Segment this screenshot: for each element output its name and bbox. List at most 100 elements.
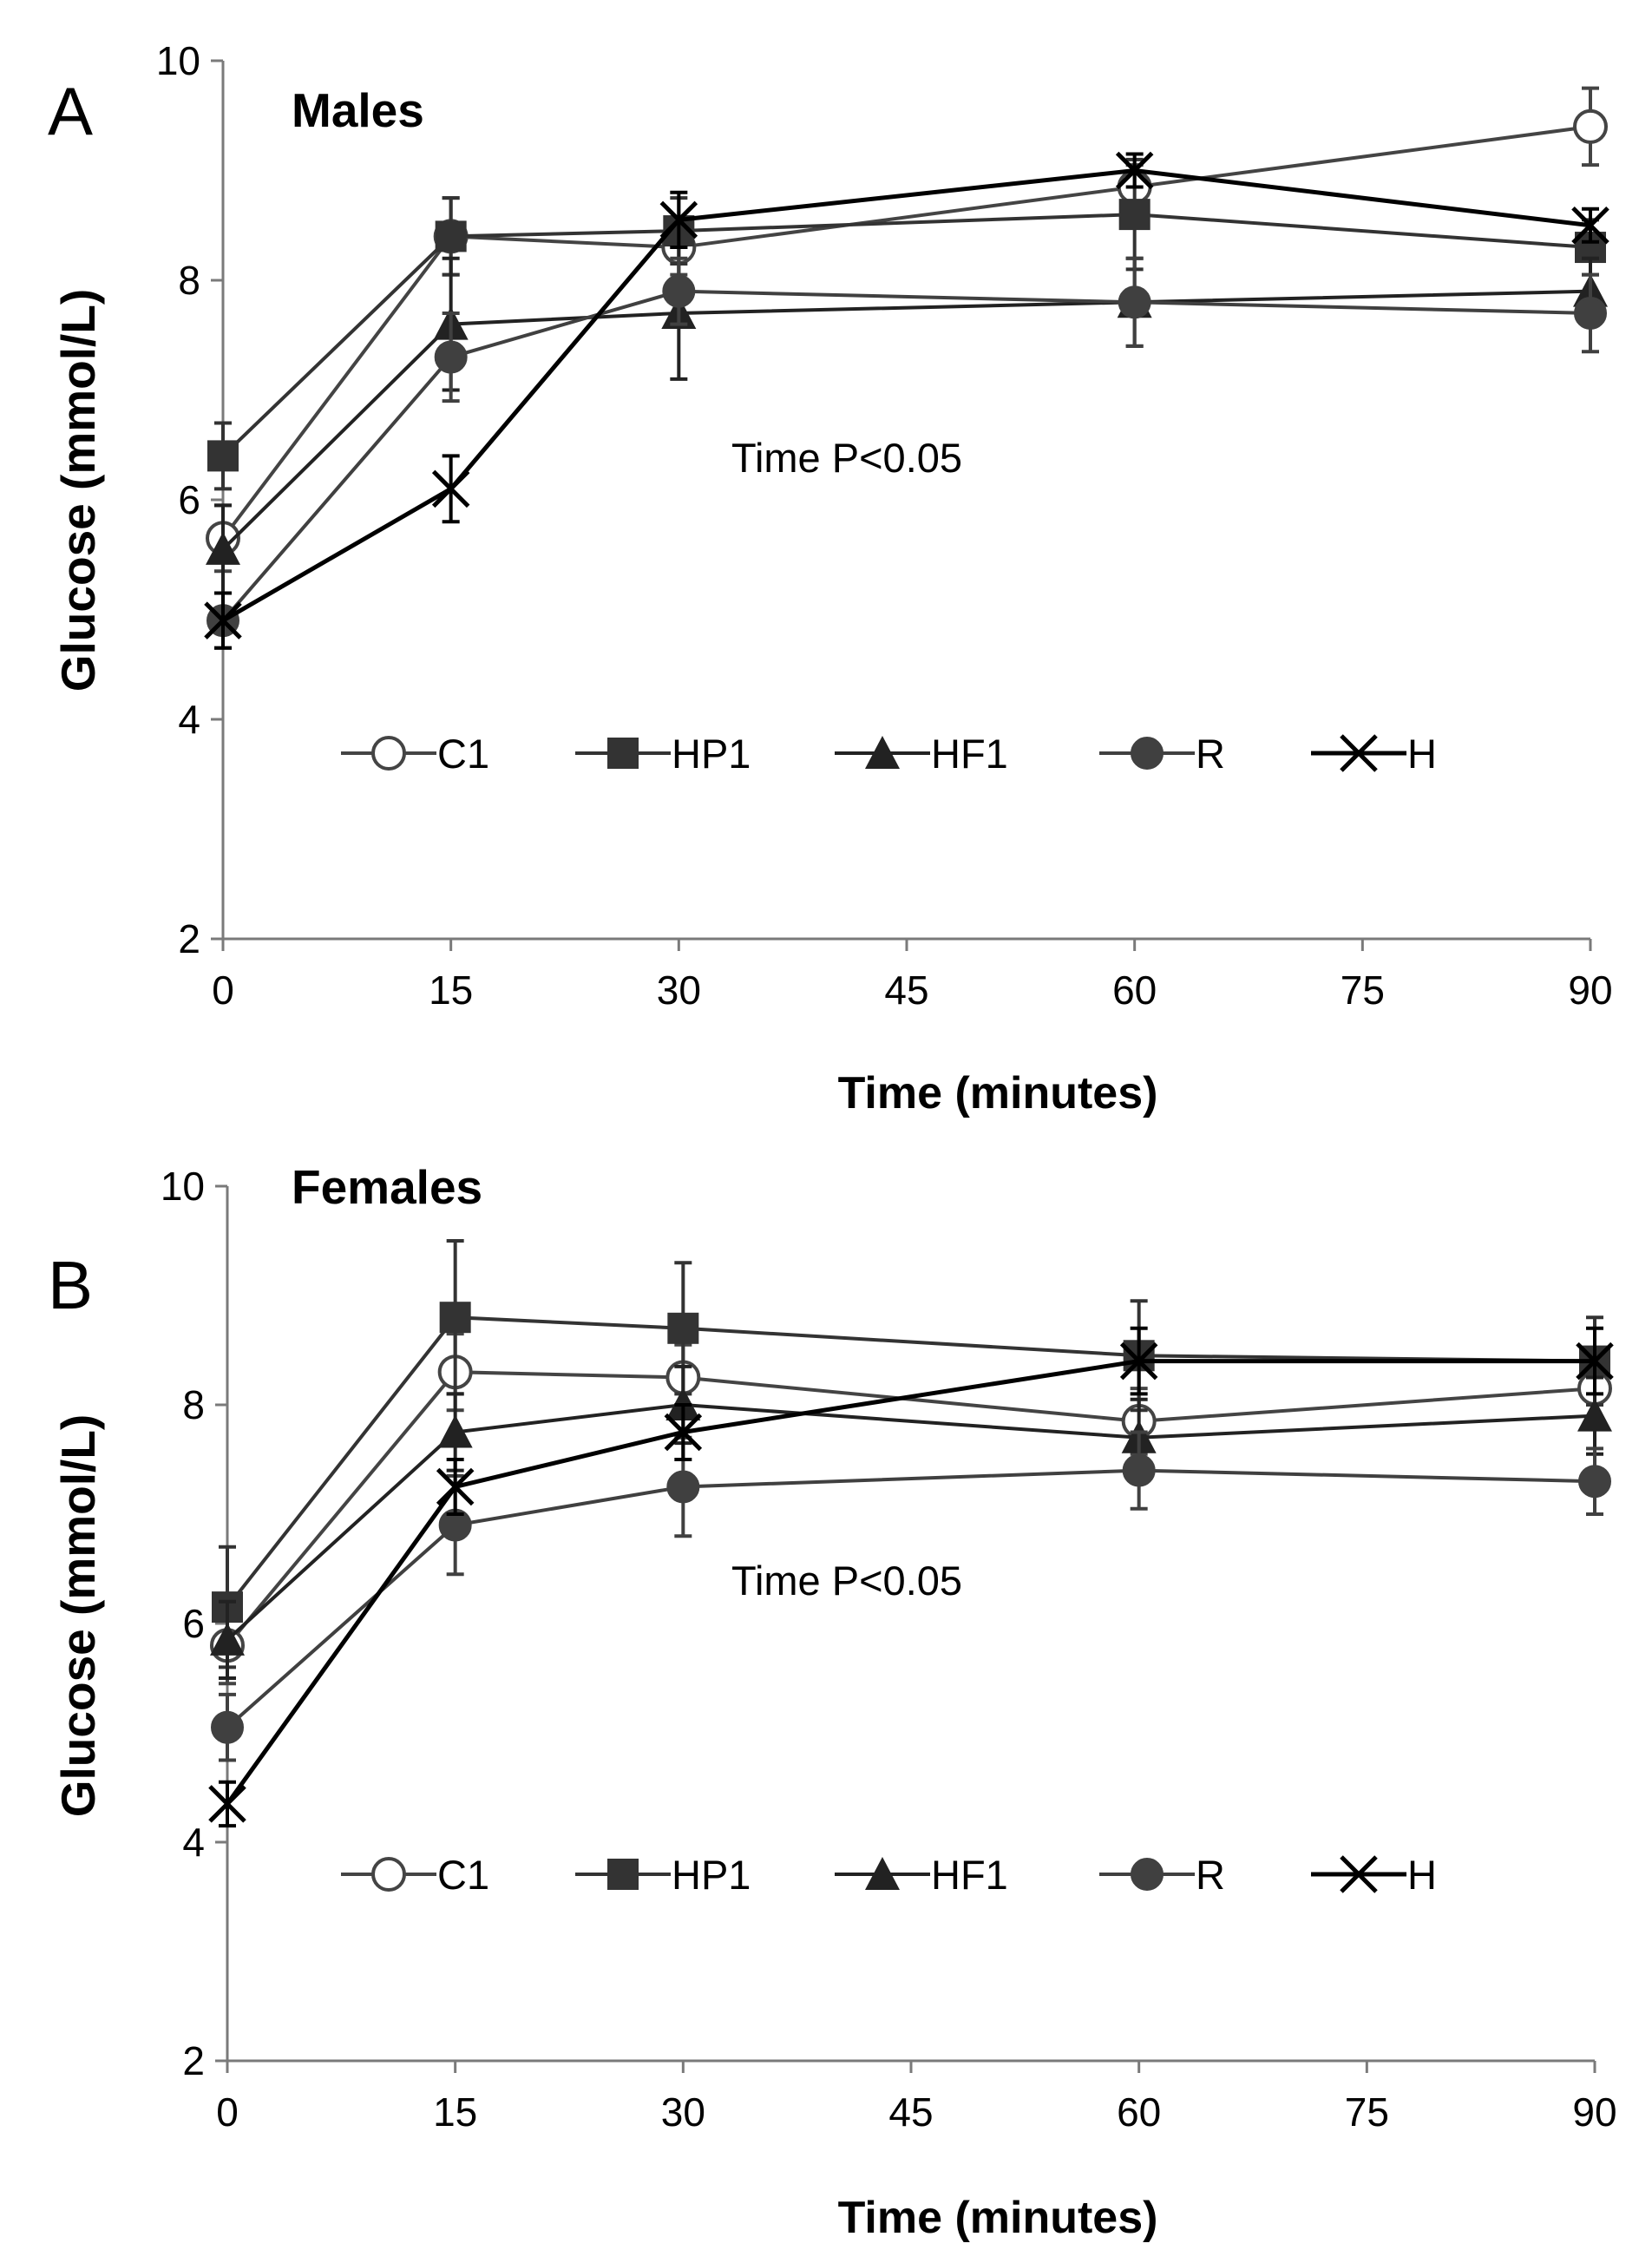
chart-males: 2 4 6 8 10 0 15 30 45 60 75 90 C1 HP1 HF1 R H	[156, 38, 1613, 1013]
x-tick-label: 30	[661, 2089, 705, 2135]
chart-title: Males	[292, 83, 424, 137]
chart-title: Females	[292, 1160, 483, 1214]
series-line	[226, 1402, 1596, 1642]
data-point	[437, 1414, 473, 1448]
data-point	[435, 220, 467, 253]
data-point	[211, 1710, 244, 1744]
legend-label: HF1	[931, 1852, 1008, 1898]
data-point	[204, 601, 242, 640]
marker-stroke	[1115, 151, 1154, 190]
data-point	[1577, 1398, 1612, 1432]
data-point	[439, 1302, 471, 1334]
y-tick-label: 10	[161, 1164, 205, 1209]
legend-marker	[865, 1857, 900, 1890]
y-tick-label: 8	[178, 258, 200, 303]
data-point	[1118, 199, 1150, 231]
data-point	[1119, 1341, 1158, 1381]
series-c1	[206, 86, 1608, 574]
legend-marker	[607, 738, 639, 769]
x-tick-label: 0	[216, 2089, 239, 2135]
data-point	[1571, 206, 1609, 245]
legend: C1 HP1 HF1 R H	[341, 1852, 1437, 1898]
data-point	[431, 469, 470, 508]
legend: C1 HP1 HF1 R H	[341, 731, 1437, 777]
marker-stroke	[1340, 1855, 1378, 1893]
legend-label: R	[1196, 1852, 1225, 1898]
legend-marker	[371, 736, 406, 771]
marker-stroke	[1571, 206, 1609, 245]
x-tick-label: 15	[433, 2089, 477, 2135]
x-tick-label: 60	[1112, 968, 1157, 1013]
data-point	[208, 1785, 246, 1823]
panel-letter: B	[48, 1247, 94, 1323]
data-point	[1115, 151, 1154, 190]
marker-stroke	[1119, 1341, 1158, 1381]
legend-item-hf1: HF1	[835, 1852, 1008, 1898]
y-tick-label: 2	[182, 2038, 205, 2083]
legend-label: HP1	[672, 1852, 751, 1898]
data-point	[1574, 296, 1607, 330]
series-h	[204, 151, 1609, 650]
x-axis-label: Time (minutes)	[837, 1068, 1158, 1118]
legend-label: H	[1407, 731, 1437, 777]
marker-stroke	[1576, 1341, 1614, 1381]
data-point	[434, 340, 468, 374]
data-point	[659, 200, 698, 239]
data-point	[667, 1312, 699, 1344]
panel-females: 2 4 6 8 10 0 15 30 45 60 75 90 C1 HP1 HF1 R H B Females …	[0, 1132, 1652, 2263]
series-hf1	[206, 246, 1608, 595]
legend-label: H	[1407, 1852, 1437, 1898]
legend-item-hp1: HP1	[575, 1852, 751, 1898]
legend-item-h: H	[1311, 1852, 1437, 1898]
data-point	[1118, 285, 1151, 319]
legend-label: R	[1196, 731, 1225, 777]
y-tick-label: 6	[178, 477, 200, 522]
legend-marker	[1340, 734, 1378, 772]
x-tick-label: 15	[429, 968, 473, 1013]
significance-annotation: Time P<0.05	[731, 435, 963, 481]
legend-marker	[607, 1859, 639, 1890]
data-point	[210, 1622, 245, 1656]
series-line	[221, 213, 1591, 457]
y-axis-label: Glucose (mmol/L)	[51, 288, 105, 692]
legend-marker	[371, 1857, 406, 1892]
legend-item-hf1: HF1	[835, 731, 1008, 777]
legend-item-r: R	[1099, 731, 1225, 777]
marker-stroke	[659, 200, 698, 239]
y-axis-label: Glucose (mmol/L)	[51, 1414, 105, 1818]
legend-item-hp1: HP1	[575, 731, 751, 777]
series-line	[221, 289, 1591, 551]
y-tick-label: 10	[156, 38, 200, 83]
legend-label: C1	[437, 731, 489, 777]
marker-stroke	[436, 1467, 475, 1506]
y-tick-label: 2	[178, 916, 200, 961]
legend-label: C1	[437, 1852, 489, 1898]
series-h	[208, 1326, 1614, 1828]
significance-annotation: Time P<0.05	[731, 1558, 963, 1604]
chart-females: 2 4 6 8 10 0 15 30 45 60 75 90 C1 HP1 HF1 R H	[161, 1164, 1617, 2135]
x-tick-label: 45	[884, 968, 928, 1013]
marker-stroke	[664, 1413, 703, 1452]
x-tick-label: 90	[1568, 968, 1612, 1013]
y-tick-label: 4	[178, 697, 200, 742]
data-point	[1576, 1341, 1614, 1381]
legend-marker	[1340, 1855, 1378, 1893]
panel-letter: A	[48, 73, 94, 149]
data-point	[1122, 1453, 1156, 1487]
marker-stroke	[431, 469, 470, 508]
x-tick-label: 90	[1572, 2089, 1616, 2135]
x-tick-label: 75	[1345, 2089, 1389, 2135]
y-tick-label: 8	[182, 1382, 205, 1427]
marker-stroke	[204, 601, 242, 640]
data-point	[666, 1470, 700, 1504]
legend-item-h: H	[1311, 731, 1437, 777]
x-tick-label: 0	[212, 968, 234, 1013]
legend-marker	[865, 736, 900, 769]
marker-stroke	[1340, 734, 1378, 772]
series-line	[221, 167, 1591, 623]
y-tick-label: 6	[182, 1601, 205, 1646]
legend-marker	[1131, 1858, 1164, 1891]
legend-item-r: R	[1099, 1852, 1225, 1898]
data-point	[207, 440, 239, 472]
legend-label: HP1	[672, 731, 751, 777]
